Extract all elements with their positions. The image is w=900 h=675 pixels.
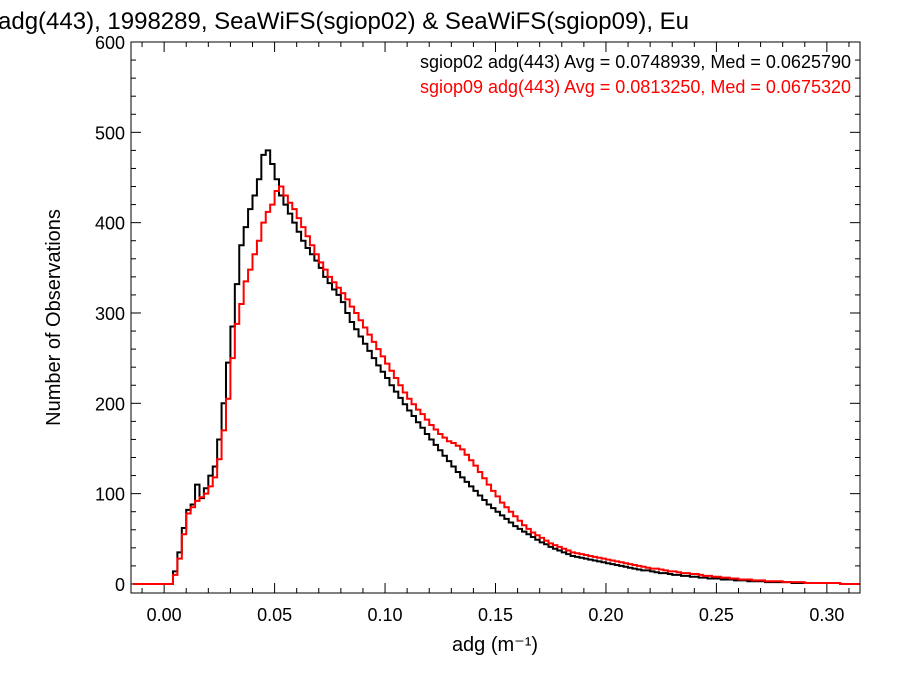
chart-title: adg(443), 1998289, SeaWiFS(sgiop02) & Se… (0, 8, 689, 35)
y-tick-label: 400 (95, 214, 125, 234)
x-tick-label: 0.05 (257, 605, 292, 625)
y-tick-label: 200 (95, 394, 125, 414)
y-axis-label: Number of Observations (43, 209, 65, 426)
legend-entry-sgiop09: sgiop09 adg(443) Avg = 0.0813250, Med = … (420, 77, 851, 97)
x-tick-label: 0.10 (368, 605, 403, 625)
legend-entry-sgiop02: sgiop02 adg(443) Avg = 0.0748939, Med = … (420, 52, 851, 72)
legend: sgiop02 adg(443) Avg = 0.0748939, Med = … (420, 52, 851, 97)
x-tick-label: 0.25 (699, 605, 734, 625)
y-axis-label-group: Number of Observations (43, 209, 65, 426)
plot-frame (130, 41, 861, 594)
y-tick-label: 600 (95, 33, 125, 53)
axis-ticks: 0.00 0.05 0.10 0.15 0.20 0.25 0.30 0 100 200 300 40… (95, 33, 860, 625)
x-tick-label: 0.20 (588, 605, 623, 625)
series-line-sgiop09 (133, 185, 860, 585)
x-tick-label: 0.00 (147, 605, 182, 625)
y-tick-label: 100 (95, 485, 125, 505)
y-tick-label: 300 (95, 304, 125, 324)
x-axis-label: adg (m⁻¹) (452, 634, 538, 656)
x-tick-label: 0.30 (809, 605, 844, 625)
x-tick-label: 0.15 (478, 605, 513, 625)
y-tick-label: 500 (95, 123, 125, 143)
y-tick-label: 0 (115, 575, 125, 595)
series-layer (133, 149, 860, 585)
series-line-sgiop02 (133, 149, 858, 585)
